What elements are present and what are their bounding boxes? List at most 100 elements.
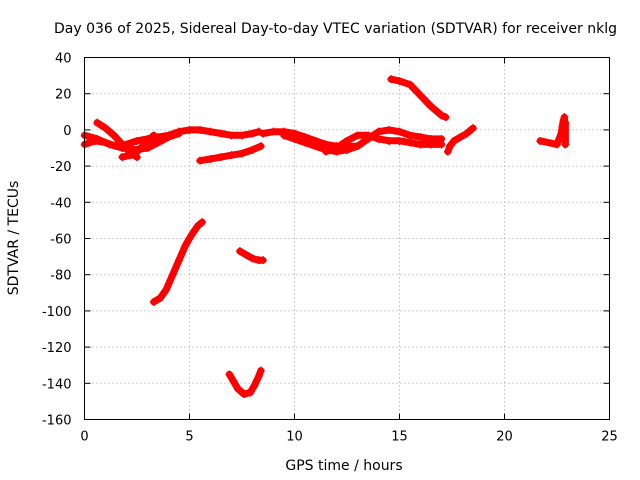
data-point: + (300, 130, 310, 144)
data-point: + (310, 134, 320, 148)
data-point: + (443, 145, 453, 159)
axis-ticks (84, 57, 610, 420)
data-point: + (455, 130, 465, 144)
data-point: + (254, 253, 264, 267)
data-point: + (174, 253, 184, 267)
data-point: + (386, 72, 396, 86)
data-point: + (352, 128, 362, 142)
series-arc-11: + ++ + + + + + + + + + (321, 128, 447, 158)
data-point: + (557, 119, 567, 133)
data-point: + (556, 127, 566, 141)
data-point: + (254, 369, 264, 383)
data-point: + (331, 141, 341, 155)
data-point: + (226, 128, 236, 142)
y-tick-label: -140 (42, 377, 72, 392)
data-point: + (109, 128, 119, 142)
data-point: + (426, 99, 436, 113)
data-point: + (187, 228, 197, 242)
data-point: + (468, 121, 478, 135)
data-point: + (105, 137, 115, 151)
data-point: + (552, 137, 562, 151)
data-point: + (394, 74, 404, 88)
series-band (225, 367, 265, 398)
data-point: + (241, 248, 251, 262)
series-arc-8: ++++++++ (224, 364, 266, 402)
data-point: + (132, 150, 142, 164)
data-point: + (558, 114, 568, 128)
data-point: + (237, 146, 247, 160)
data-point: + (405, 136, 415, 150)
data-point: + (92, 116, 102, 130)
data-point: + (168, 268, 178, 282)
series-arc-5: + + + + + ++ (195, 139, 266, 167)
data-point: + (342, 134, 352, 148)
data-point: + (373, 132, 383, 146)
series-arc-6: +++++++++ (149, 215, 207, 309)
data-point: + (426, 132, 436, 146)
data-point: + (254, 125, 264, 139)
data-point: + (462, 127, 472, 141)
data-point: + (149, 128, 159, 142)
data-point: + (239, 387, 249, 401)
data-point: + (149, 295, 159, 309)
data-point: + (216, 150, 226, 164)
data-point: + (363, 128, 373, 142)
data-point: + (100, 121, 110, 135)
series-arc-12: ++ +++++ (386, 72, 451, 124)
data-point: + (216, 127, 226, 141)
data-point: + (415, 89, 425, 103)
data-point: + (258, 253, 268, 267)
data-point: + (394, 125, 404, 139)
data-point: + (174, 127, 184, 141)
data-point: + (352, 139, 362, 153)
data-point: + (559, 110, 569, 124)
data-point: + (193, 219, 203, 233)
data-point: + (554, 132, 564, 146)
data-point: + (436, 108, 446, 122)
data-point: + (384, 123, 394, 137)
data-point: + (310, 139, 320, 153)
data-point: + (245, 385, 255, 399)
data-point: + (560, 116, 570, 130)
series-band (322, 131, 445, 156)
data-series-layer: + + + + + + + + + + + + + + + + +++ + + + + + + + +++++++++++++ +… (79, 72, 570, 401)
x-tick-label: 0 (80, 430, 88, 445)
data-point: + (117, 137, 127, 151)
data-point: + (405, 128, 415, 142)
y-axis-label: SDTVAR / TECUs (6, 181, 22, 296)
data-point: + (142, 141, 152, 155)
chart-title: Day 036 of 2025, Sidereal Day-to-day VTE… (54, 21, 617, 37)
data-point: + (405, 78, 415, 92)
data-point: + (441, 110, 451, 124)
data-point: + (466, 123, 476, 137)
data-point: + (436, 132, 446, 146)
data-point: + (126, 148, 136, 162)
y-tick-label: -40 (50, 196, 71, 211)
data-point: + (449, 134, 459, 148)
data-point: + (205, 125, 215, 139)
data-point: + (247, 143, 257, 157)
data-point: + (197, 215, 207, 229)
series-band (536, 113, 569, 148)
series-band (150, 218, 206, 306)
data-point: + (132, 134, 142, 148)
data-point: + (247, 127, 257, 141)
data-point: + (258, 127, 268, 141)
data-point: + (237, 128, 247, 142)
data-point: + (384, 134, 394, 148)
y-tick-label: -160 (42, 414, 72, 429)
data-point: + (226, 148, 236, 162)
data-point: + (289, 132, 299, 146)
data-point: + (180, 239, 190, 253)
data-point: + (256, 139, 266, 153)
data-point: + (161, 282, 171, 296)
data-point: + (233, 382, 243, 396)
y-tick-label: 40 (55, 52, 72, 67)
y-tick-label: -120 (42, 341, 72, 356)
y-tick-label: 0 (63, 124, 71, 139)
data-point: + (250, 378, 260, 392)
data-point: + (256, 364, 266, 378)
data-point: + (195, 154, 205, 168)
